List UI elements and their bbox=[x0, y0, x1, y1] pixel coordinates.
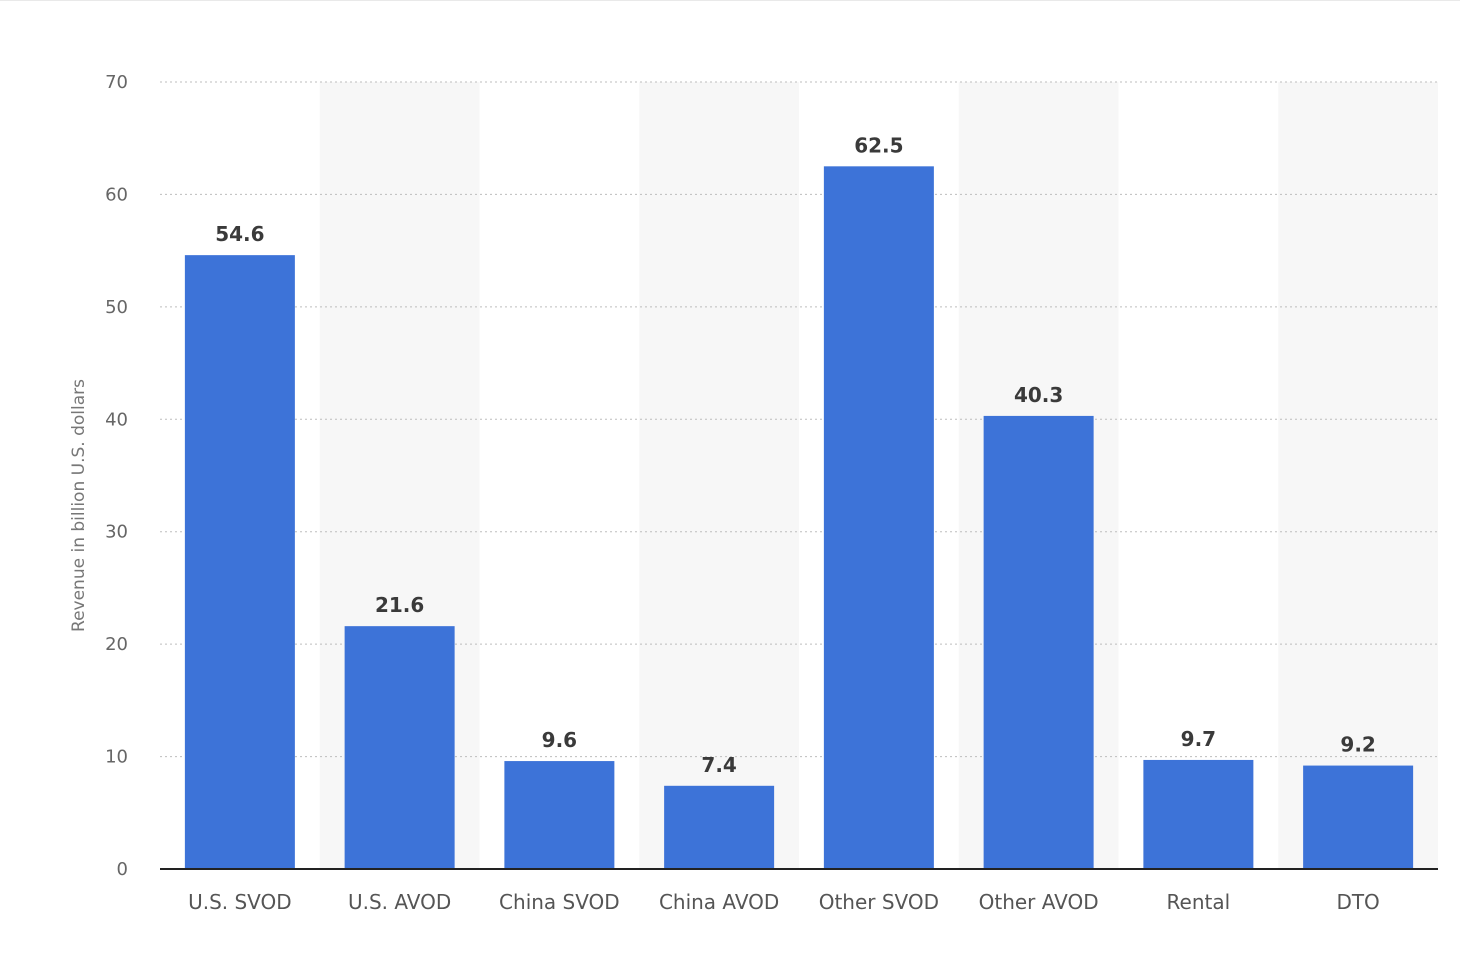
bar bbox=[983, 415, 1094, 869]
y-tick-label: 60 bbox=[105, 184, 128, 205]
y-tick-label: 30 bbox=[105, 522, 128, 543]
category-band bbox=[639, 82, 799, 869]
bar bbox=[1303, 765, 1414, 869]
data-label: 7.4 bbox=[701, 753, 736, 777]
y-axis-title: Revenue in billion U.S. dollars bbox=[69, 379, 89, 632]
y-tick-label: 40 bbox=[105, 409, 128, 430]
category-band bbox=[1278, 82, 1438, 869]
bar bbox=[664, 785, 775, 869]
data-label: 9.7 bbox=[1181, 727, 1216, 751]
bars bbox=[184, 166, 1414, 870]
x-tick-label: Rental bbox=[1167, 890, 1231, 914]
bar bbox=[344, 626, 455, 869]
y-tick-label: 20 bbox=[105, 634, 128, 655]
data-label: 9.6 bbox=[542, 728, 577, 752]
x-tick-label: China AVOD bbox=[659, 890, 779, 914]
bar bbox=[1143, 759, 1254, 869]
gridlines bbox=[160, 81, 1438, 758]
bar bbox=[184, 255, 295, 869]
y-tick-label: 50 bbox=[105, 297, 128, 318]
y-tick-label: 0 bbox=[117, 859, 128, 880]
data-label: 54.6 bbox=[215, 222, 264, 246]
bar bbox=[823, 166, 934, 870]
x-tick-label: U.S. AVOD bbox=[348, 890, 451, 914]
x-tick-label: U.S. SVOD bbox=[188, 890, 292, 914]
bar bbox=[504, 761, 615, 869]
y-axis-ticks: 0 10 20 30 40 50 60 70 bbox=[105, 72, 128, 880]
x-tick-label: Other AVOD bbox=[979, 890, 1099, 914]
data-label: 62.5 bbox=[854, 133, 903, 157]
x-tick-label: Other SVOD bbox=[819, 890, 939, 914]
data-label: 21.6 bbox=[375, 593, 424, 617]
value-labels: 54.6 21.6 9.6 7.4 62.5 40.3 9.7 9.2 bbox=[215, 133, 1376, 776]
x-axis-labels: U.S. SVOD U.S. AVOD China SVOD China AVOD Ot… bbox=[188, 890, 1380, 914]
y-tick-label: 70 bbox=[105, 72, 128, 93]
x-tick-label: DTO bbox=[1336, 890, 1379, 914]
y-tick-label: 10 bbox=[105, 747, 128, 768]
data-label: 9.2 bbox=[1340, 733, 1375, 757]
data-label: 40.3 bbox=[1014, 383, 1063, 407]
x-tick-label: China SVOD bbox=[499, 890, 620, 914]
